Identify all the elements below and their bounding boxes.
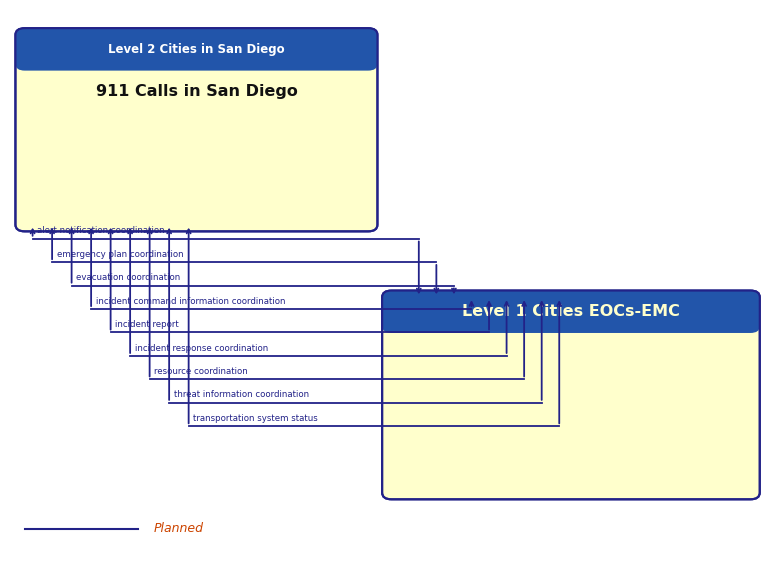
FancyBboxPatch shape bbox=[16, 28, 377, 71]
FancyBboxPatch shape bbox=[382, 291, 760, 333]
Text: incident report: incident report bbox=[115, 320, 179, 329]
Text: Planned: Planned bbox=[153, 522, 204, 535]
Text: 911 Calls in San Diego: 911 Calls in San Diego bbox=[96, 84, 298, 99]
Text: Level 1 Cities EOCs-EMC: Level 1 Cities EOCs-EMC bbox=[462, 304, 680, 319]
Text: emergency plan coordination: emergency plan coordination bbox=[57, 250, 183, 259]
FancyBboxPatch shape bbox=[382, 291, 760, 499]
FancyBboxPatch shape bbox=[16, 28, 377, 231]
Text: incident response coordination: incident response coordination bbox=[135, 343, 268, 352]
Text: Level 2 Cities in San Diego: Level 2 Cities in San Diego bbox=[108, 43, 285, 56]
Text: threat information coordination: threat information coordination bbox=[174, 390, 309, 399]
Text: evacuation coordination: evacuation coordination bbox=[76, 273, 181, 282]
Text: alert notification coordination: alert notification coordination bbox=[38, 226, 165, 235]
Text: transportation system status: transportation system status bbox=[193, 414, 318, 423]
Bar bbox=[392, 312, 750, 327]
Bar bbox=[25, 49, 368, 64]
Text: resource coordination: resource coordination bbox=[154, 367, 248, 376]
Text: incident command information coordination: incident command information coordinatio… bbox=[96, 297, 285, 306]
